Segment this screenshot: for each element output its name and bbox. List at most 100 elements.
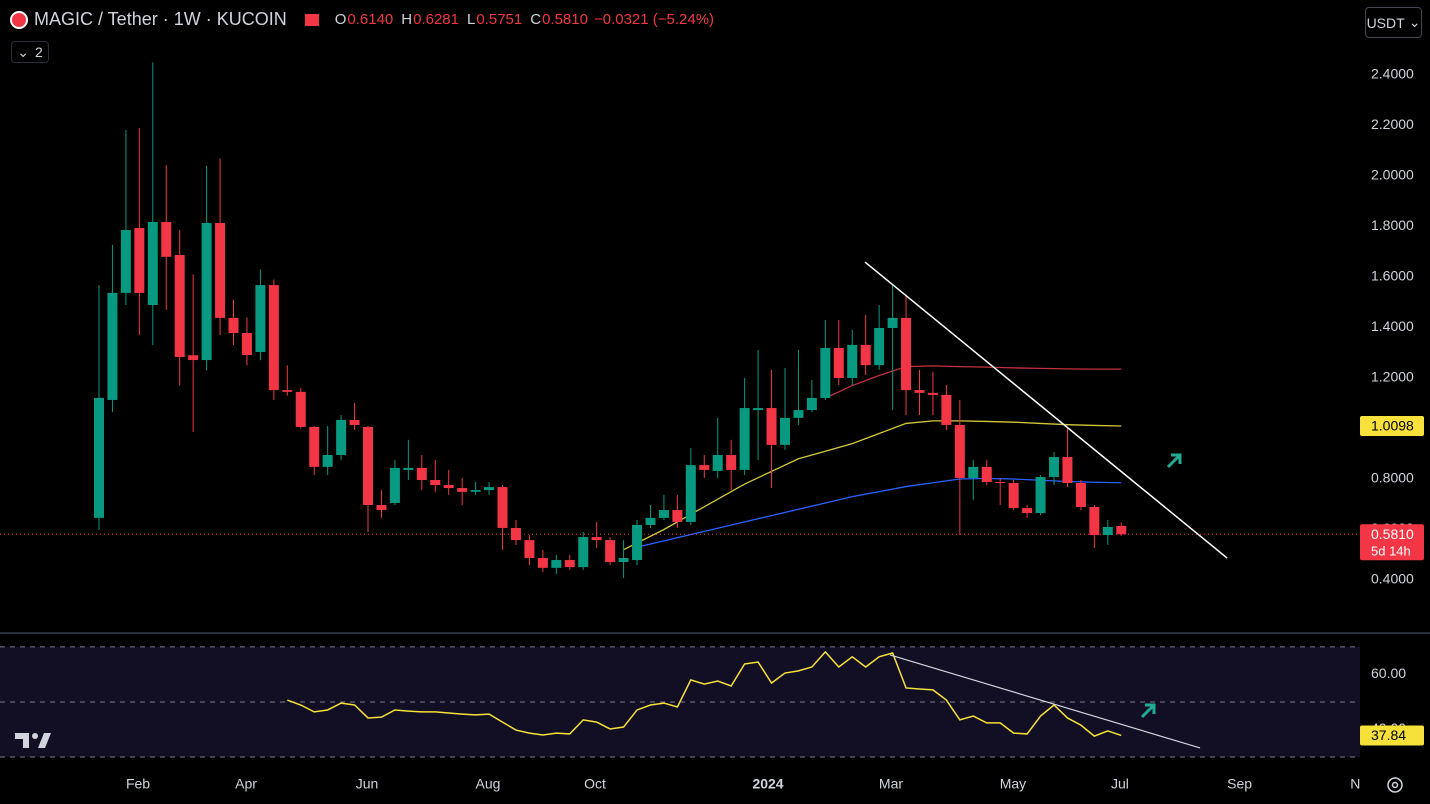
y-tick-label: 2.4000 bbox=[1371, 66, 1414, 82]
symbol-title[interactable]: MAGIC / Tether · 1W · KUCOIN bbox=[34, 9, 287, 29]
candle-body bbox=[255, 285, 266, 352]
indicator-toggle[interactable]: ⌄ 2 bbox=[11, 41, 49, 63]
price-label: 1.0098 bbox=[1371, 418, 1414, 434]
y-tick-label: 1.2000 bbox=[1371, 369, 1414, 385]
candle-body bbox=[174, 255, 185, 358]
candle-body bbox=[739, 408, 750, 470]
y-tick-label: 1.8000 bbox=[1371, 217, 1414, 233]
candle-body bbox=[443, 485, 454, 489]
candle-body bbox=[874, 327, 885, 366]
price-label: 37.84 bbox=[1371, 727, 1406, 743]
candle-body bbox=[147, 221, 158, 306]
legend-item: C0.5810 bbox=[530, 11, 588, 28]
candle-body bbox=[537, 558, 548, 568]
x-tick-label: Jun bbox=[356, 776, 379, 792]
candle-body bbox=[309, 426, 320, 467]
candle-body bbox=[201, 222, 212, 361]
x-tick-label: Sep bbox=[1227, 776, 1252, 792]
legend-value: 0.5810 bbox=[542, 11, 588, 28]
logo-part bbox=[38, 733, 51, 748]
candle-body bbox=[524, 540, 535, 559]
currency-button[interactable]: USDT ⌄ bbox=[1365, 7, 1422, 38]
candle-body bbox=[1075, 483, 1086, 508]
candle-body bbox=[188, 355, 199, 361]
candle-body bbox=[699, 465, 710, 470]
y-tick-label: 0.8000 bbox=[1371, 470, 1414, 486]
candle-body bbox=[685, 465, 696, 522]
price-label: 0.5810 bbox=[1371, 526, 1414, 542]
x-tick-label: May bbox=[1000, 776, 1026, 792]
candle-body bbox=[766, 408, 777, 445]
candle-body bbox=[268, 285, 279, 391]
candle-body bbox=[282, 390, 293, 392]
candle-body bbox=[228, 317, 239, 334]
candle-body bbox=[941, 394, 952, 425]
legend-item: O0.6140 bbox=[335, 11, 394, 28]
candle-body bbox=[1062, 457, 1073, 484]
gear-center[interactable] bbox=[1391, 781, 1399, 789]
candle-body bbox=[336, 419, 347, 455]
candle-body bbox=[968, 466, 979, 478]
candle-body bbox=[658, 510, 669, 518]
x-tick-label: Apr bbox=[235, 776, 257, 792]
legend-key: C bbox=[530, 11, 542, 28]
candle-body bbox=[551, 560, 562, 568]
candle-body bbox=[430, 479, 441, 486]
candle-body bbox=[161, 221, 172, 257]
trend-line bbox=[889, 654, 1201, 749]
legend-value: 0.6281 bbox=[413, 11, 459, 28]
ohlc-legend: O0.6140 H0.6281 L0.5751 C0.5810 bbox=[335, 11, 588, 28]
price-label-box bbox=[1360, 416, 1424, 437]
symbol-logo bbox=[10, 10, 28, 29]
legend-key: L bbox=[467, 11, 476, 28]
legend-value: 0.6140 bbox=[347, 11, 394, 28]
candle-body bbox=[349, 419, 360, 425]
candle-body bbox=[215, 222, 226, 318]
x-tick-label: 2024 bbox=[752, 776, 783, 792]
x-tick-label: Mar bbox=[879, 776, 903, 792]
candle-body bbox=[564, 560, 575, 568]
candle-body bbox=[470, 490, 481, 492]
candle-body bbox=[510, 527, 521, 541]
candle-body bbox=[497, 487, 508, 528]
candle-body bbox=[981, 466, 992, 483]
x-tick-label: Oct bbox=[584, 776, 606, 792]
candle-body bbox=[806, 397, 817, 411]
candle-body bbox=[363, 426, 374, 505]
candle-body bbox=[618, 558, 629, 563]
price-change: −0.0321 (−5.24%) bbox=[593, 11, 715, 28]
chevron: ⌄ bbox=[17, 43, 29, 60]
candle-body bbox=[914, 390, 925, 393]
candle-body bbox=[645, 517, 656, 525]
candle-body bbox=[120, 230, 131, 293]
candle-body bbox=[712, 454, 723, 471]
legend-value: 0.5751 bbox=[476, 11, 523, 28]
candle-body bbox=[605, 540, 616, 563]
candle-body bbox=[726, 454, 737, 470]
candle-body bbox=[860, 344, 871, 366]
candle-body bbox=[416, 467, 427, 480]
arrow-icon bbox=[1166, 453, 1182, 469]
candle-body bbox=[107, 292, 118, 400]
countdown-label: 5d 14h bbox=[1371, 544, 1411, 559]
indicator-count: 2 bbox=[34, 44, 43, 60]
market-status bbox=[304, 13, 319, 26]
settings-icon[interactable] bbox=[1387, 777, 1403, 793]
candle-body bbox=[887, 317, 898, 328]
symbol-header: MAGIC / Tether · 1W · KUCOIN O0.6140 H0.6… bbox=[10, 9, 714, 30]
chevron: ⌄ bbox=[1408, 14, 1421, 30]
candle-body bbox=[1035, 476, 1046, 514]
tradingview-logo bbox=[15, 733, 51, 748]
candle-body bbox=[632, 524, 643, 561]
x-tick-label: Feb bbox=[126, 776, 150, 792]
candle-body bbox=[457, 488, 468, 492]
candle-body bbox=[403, 467, 414, 470]
currency-label[interactable]: USDT bbox=[1366, 14, 1405, 31]
trend-line bbox=[864, 261, 1228, 559]
price-label-box bbox=[1360, 524, 1424, 561]
candle-body bbox=[1089, 507, 1100, 536]
candle-body bbox=[93, 397, 104, 518]
gear[interactable] bbox=[1387, 777, 1403, 793]
